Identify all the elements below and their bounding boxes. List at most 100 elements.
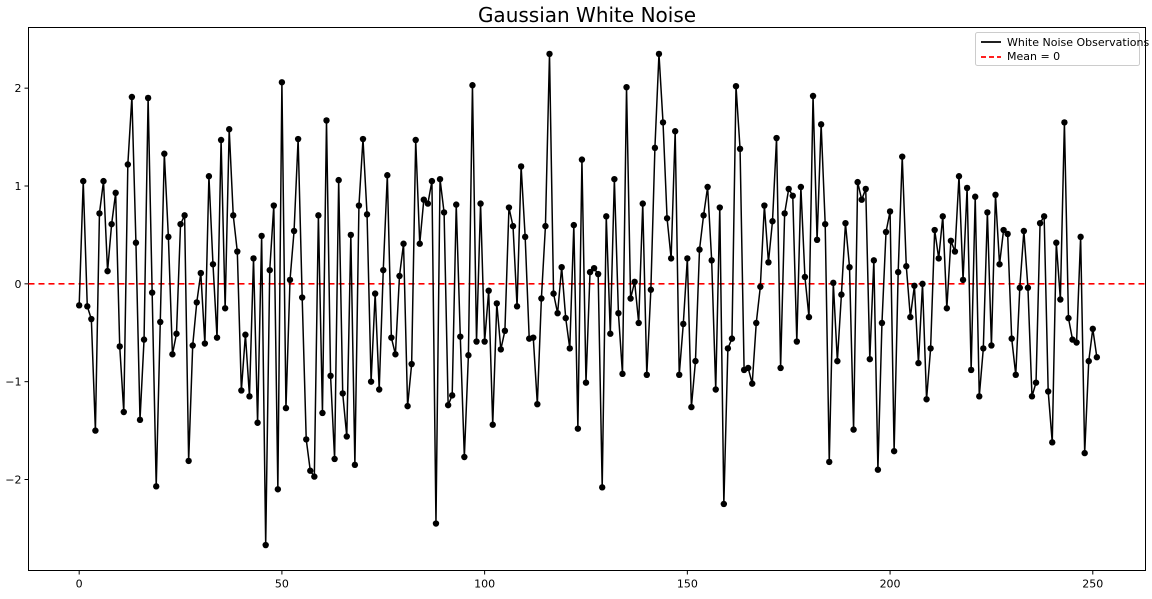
data-point	[696, 246, 703, 253]
data-point	[684, 255, 691, 262]
data-point	[870, 257, 878, 264]
data-point	[315, 212, 322, 219]
data-point	[680, 320, 687, 328]
data-point	[307, 467, 314, 474]
data-point	[562, 314, 569, 322]
data-point	[676, 371, 683, 379]
data-point	[1093, 354, 1101, 361]
data-point	[217, 136, 225, 144]
data-point	[205, 173, 213, 180]
data-point	[826, 458, 833, 466]
data-point	[412, 136, 419, 144]
data-point	[1057, 296, 1064, 303]
data-point	[542, 222, 549, 230]
data-point	[489, 421, 496, 428]
data-point	[809, 92, 817, 100]
data-point	[444, 401, 452, 409]
data-point	[440, 209, 448, 216]
data-point	[720, 500, 728, 508]
axes-layer: 0 50 100 150 200 250 −2 −1 0 1 2	[5, 82, 1103, 590]
data-point	[80, 177, 87, 185]
y-tick-label: 0	[15, 278, 22, 291]
data-point	[392, 351, 399, 358]
data-point	[258, 232, 265, 240]
data-point	[708, 257, 715, 264]
data-point	[380, 266, 387, 274]
data-point	[635, 319, 642, 327]
data-point	[627, 295, 634, 302]
data-point	[550, 290, 557, 297]
data-point	[773, 134, 780, 142]
data-point	[185, 457, 192, 465]
data-point	[643, 371, 650, 379]
data-point	[213, 334, 221, 341]
data-point	[238, 387, 245, 394]
data-point	[647, 286, 655, 293]
data-point	[1016, 284, 1024, 291]
data-point	[984, 209, 991, 216]
data-point	[221, 305, 229, 312]
data-point	[92, 427, 99, 434]
data-point	[659, 119, 667, 126]
data-point	[351, 461, 359, 469]
data-point	[874, 466, 882, 473]
legend: White Noise Observations Mean = 0	[975, 32, 1149, 66]
data-point	[274, 486, 282, 493]
data-point	[688, 403, 695, 411]
data-point	[988, 342, 995, 349]
data-point	[615, 309, 622, 317]
data-point	[854, 178, 861, 186]
data-point	[1036, 219, 1044, 227]
data-point	[153, 483, 160, 490]
data-point	[704, 183, 711, 191]
data-point	[817, 121, 825, 128]
data-point	[538, 295, 545, 302]
data-point	[623, 83, 630, 91]
data-point	[120, 408, 127, 416]
data-point	[501, 327, 509, 334]
data-point	[343, 433, 350, 440]
y-tick-label: 2	[15, 82, 22, 95]
data-point	[850, 426, 857, 433]
data-point	[497, 346, 505, 353]
data-point	[753, 319, 760, 327]
legend-label-mean: Mean = 0	[1007, 50, 1060, 63]
data-point	[400, 240, 407, 247]
data-point	[201, 340, 209, 347]
data-point	[262, 541, 269, 549]
data-point	[903, 263, 910, 270]
data-point	[493, 300, 500, 307]
data-point	[481, 338, 488, 345]
data-point	[347, 231, 355, 239]
data-point	[757, 283, 764, 290]
data-point	[1077, 233, 1084, 241]
data-point	[250, 255, 257, 262]
data-point	[915, 359, 922, 367]
data-point	[655, 50, 663, 58]
data-point	[530, 334, 537, 341]
data-point	[148, 289, 156, 296]
y-tick-label: −2	[5, 474, 21, 487]
data-point	[866, 355, 873, 363]
data-point	[830, 279, 837, 287]
data-point	[1044, 388, 1052, 395]
data-point	[209, 261, 217, 268]
data-point	[230, 212, 237, 219]
data-point	[1000, 226, 1007, 234]
data-point	[363, 211, 371, 218]
x-tick-label: 0	[76, 578, 83, 591]
data-point	[582, 379, 590, 386]
data-point	[88, 315, 95, 323]
data-point	[144, 94, 152, 102]
data-point	[931, 226, 938, 234]
x-tick-label: 50	[275, 578, 289, 591]
data-point	[75, 302, 83, 309]
data-point	[513, 303, 521, 310]
data-point	[651, 144, 659, 152]
data-point	[234, 248, 241, 255]
data-point	[878, 319, 886, 327]
data-point	[972, 193, 979, 200]
x-tick-label: 100	[474, 578, 495, 591]
data-point	[842, 219, 849, 227]
